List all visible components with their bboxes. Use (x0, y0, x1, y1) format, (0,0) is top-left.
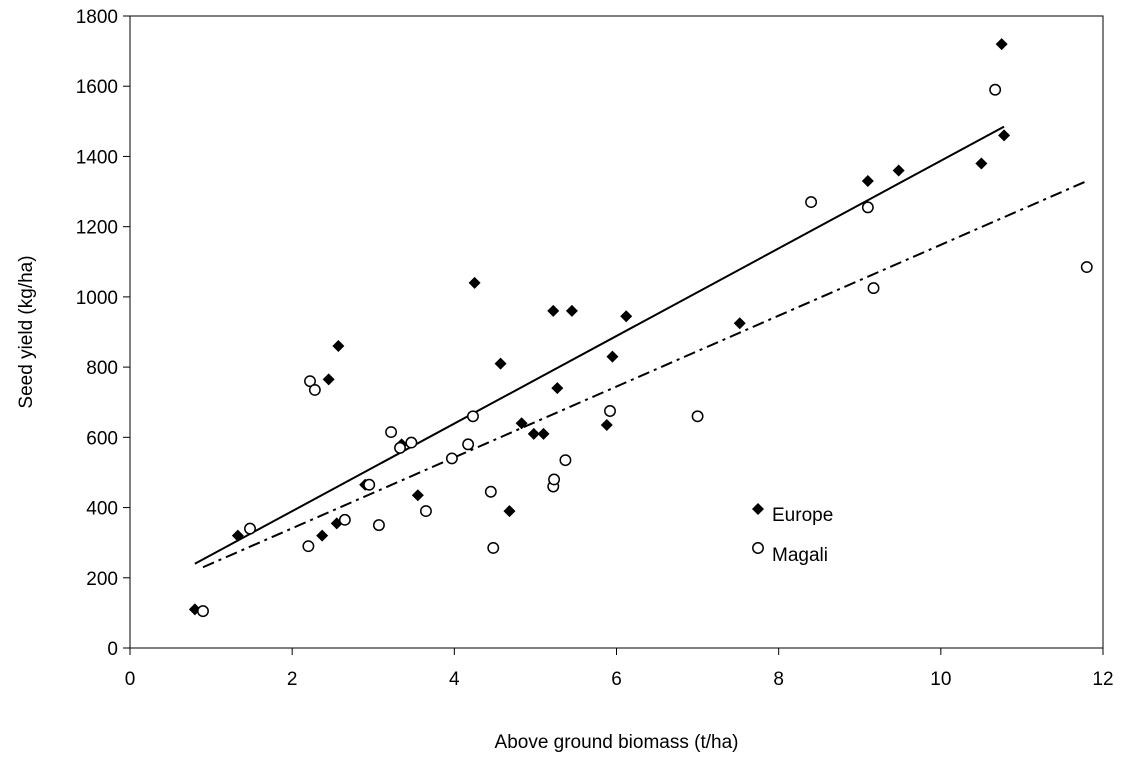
x-axis-ticks: 0 2 4 6 8 10 12 (125, 648, 1114, 690)
point-europe (411, 489, 424, 502)
x-tick-label: 8 (773, 669, 784, 690)
legend-label-magali: Magali (772, 545, 828, 566)
y-axis-title: Seed yield (kg/ha) (16, 255, 37, 408)
point-magali (484, 485, 497, 498)
point-magali (405, 436, 418, 449)
point-europe (316, 529, 329, 542)
point-europe (620, 310, 633, 323)
legend-marker-magali (752, 542, 764, 554)
y-tick-label: 1200 (76, 218, 118, 239)
point-europe (547, 304, 560, 317)
point-europe (600, 419, 613, 432)
plot-area (129, 15, 1104, 649)
x-tick-label: 2 (287, 669, 298, 690)
point-magali (304, 375, 316, 388)
point-magali (302, 540, 315, 553)
x-tick-label: 12 (1092, 669, 1113, 690)
point-europe (515, 417, 528, 430)
trendlines (194, 125, 1088, 569)
point-europe (468, 276, 481, 289)
y-tick-label: 200 (86, 569, 118, 590)
y-tick-label: 800 (86, 358, 118, 379)
point-magali (244, 522, 256, 535)
point-europe (565, 304, 578, 317)
point-europe (995, 38, 1008, 51)
y-tick-label: 1800 (76, 7, 118, 28)
point-europe (998, 129, 1011, 142)
y-tick-label: 0 (107, 639, 118, 660)
point-magali (394, 441, 406, 454)
point-europe (733, 317, 746, 330)
x-tick-label: 0 (125, 669, 136, 690)
legend-item-magali: Magali (752, 542, 828, 566)
point-europe (551, 382, 564, 395)
trendline-europe (194, 125, 1005, 565)
point-europe (861, 175, 874, 188)
plot-border (129, 15, 1104, 649)
point-magali (308, 383, 321, 396)
point-europe (975, 157, 988, 170)
point-europe (537, 427, 550, 440)
point-magali (989, 83, 1002, 96)
point-magali (487, 541, 500, 554)
point-magali (462, 438, 475, 451)
legend-marker-europe (752, 503, 764, 515)
point-europe (494, 357, 507, 370)
point-magali (604, 405, 616, 417)
y-axis-ticks: 0 200 400 600 800 1000 1200 1400 1600 1800 (76, 7, 130, 660)
y-tick-label: 1400 (76, 147, 118, 168)
y-tick-label: 600 (86, 428, 118, 449)
point-magali (559, 454, 572, 467)
y-tick-label: 400 (86, 499, 118, 520)
point-magali (197, 605, 209, 618)
x-tick-label: 4 (449, 669, 460, 690)
point-europe (332, 340, 345, 353)
x-axis-title: Above ground biomass (t/ha) (495, 732, 739, 753)
point-europe (231, 529, 244, 542)
point-magali (372, 519, 385, 532)
point-magali (363, 478, 376, 491)
point-magali (467, 410, 479, 423)
point-europe (503, 505, 516, 518)
data-points (188, 38, 1093, 618)
point-magali (385, 426, 398, 439)
point-magali (445, 452, 458, 465)
point-magali (691, 410, 704, 423)
trendline-magali (202, 180, 1088, 569)
legend: Europe Magali (752, 503, 833, 566)
point-magali (805, 196, 818, 209)
legend-label-europe: Europe (772, 505, 833, 526)
x-tick-label: 6 (611, 669, 622, 690)
point-magali (420, 505, 432, 518)
x-tick-label: 10 (930, 669, 951, 690)
point-magali (548, 473, 561, 486)
y-tick-label: 1000 (76, 288, 118, 309)
y-tick-label: 1600 (76, 77, 118, 98)
point-magali (338, 513, 351, 526)
point-magali (1080, 261, 1093, 273)
point-europe (606, 350, 619, 363)
point-magali (867, 282, 880, 295)
legend-item-europe: Europe (752, 503, 833, 526)
point-europe (892, 164, 905, 177)
point-europe (322, 373, 335, 386)
point-magali (861, 201, 874, 214)
point-europe (527, 427, 540, 440)
